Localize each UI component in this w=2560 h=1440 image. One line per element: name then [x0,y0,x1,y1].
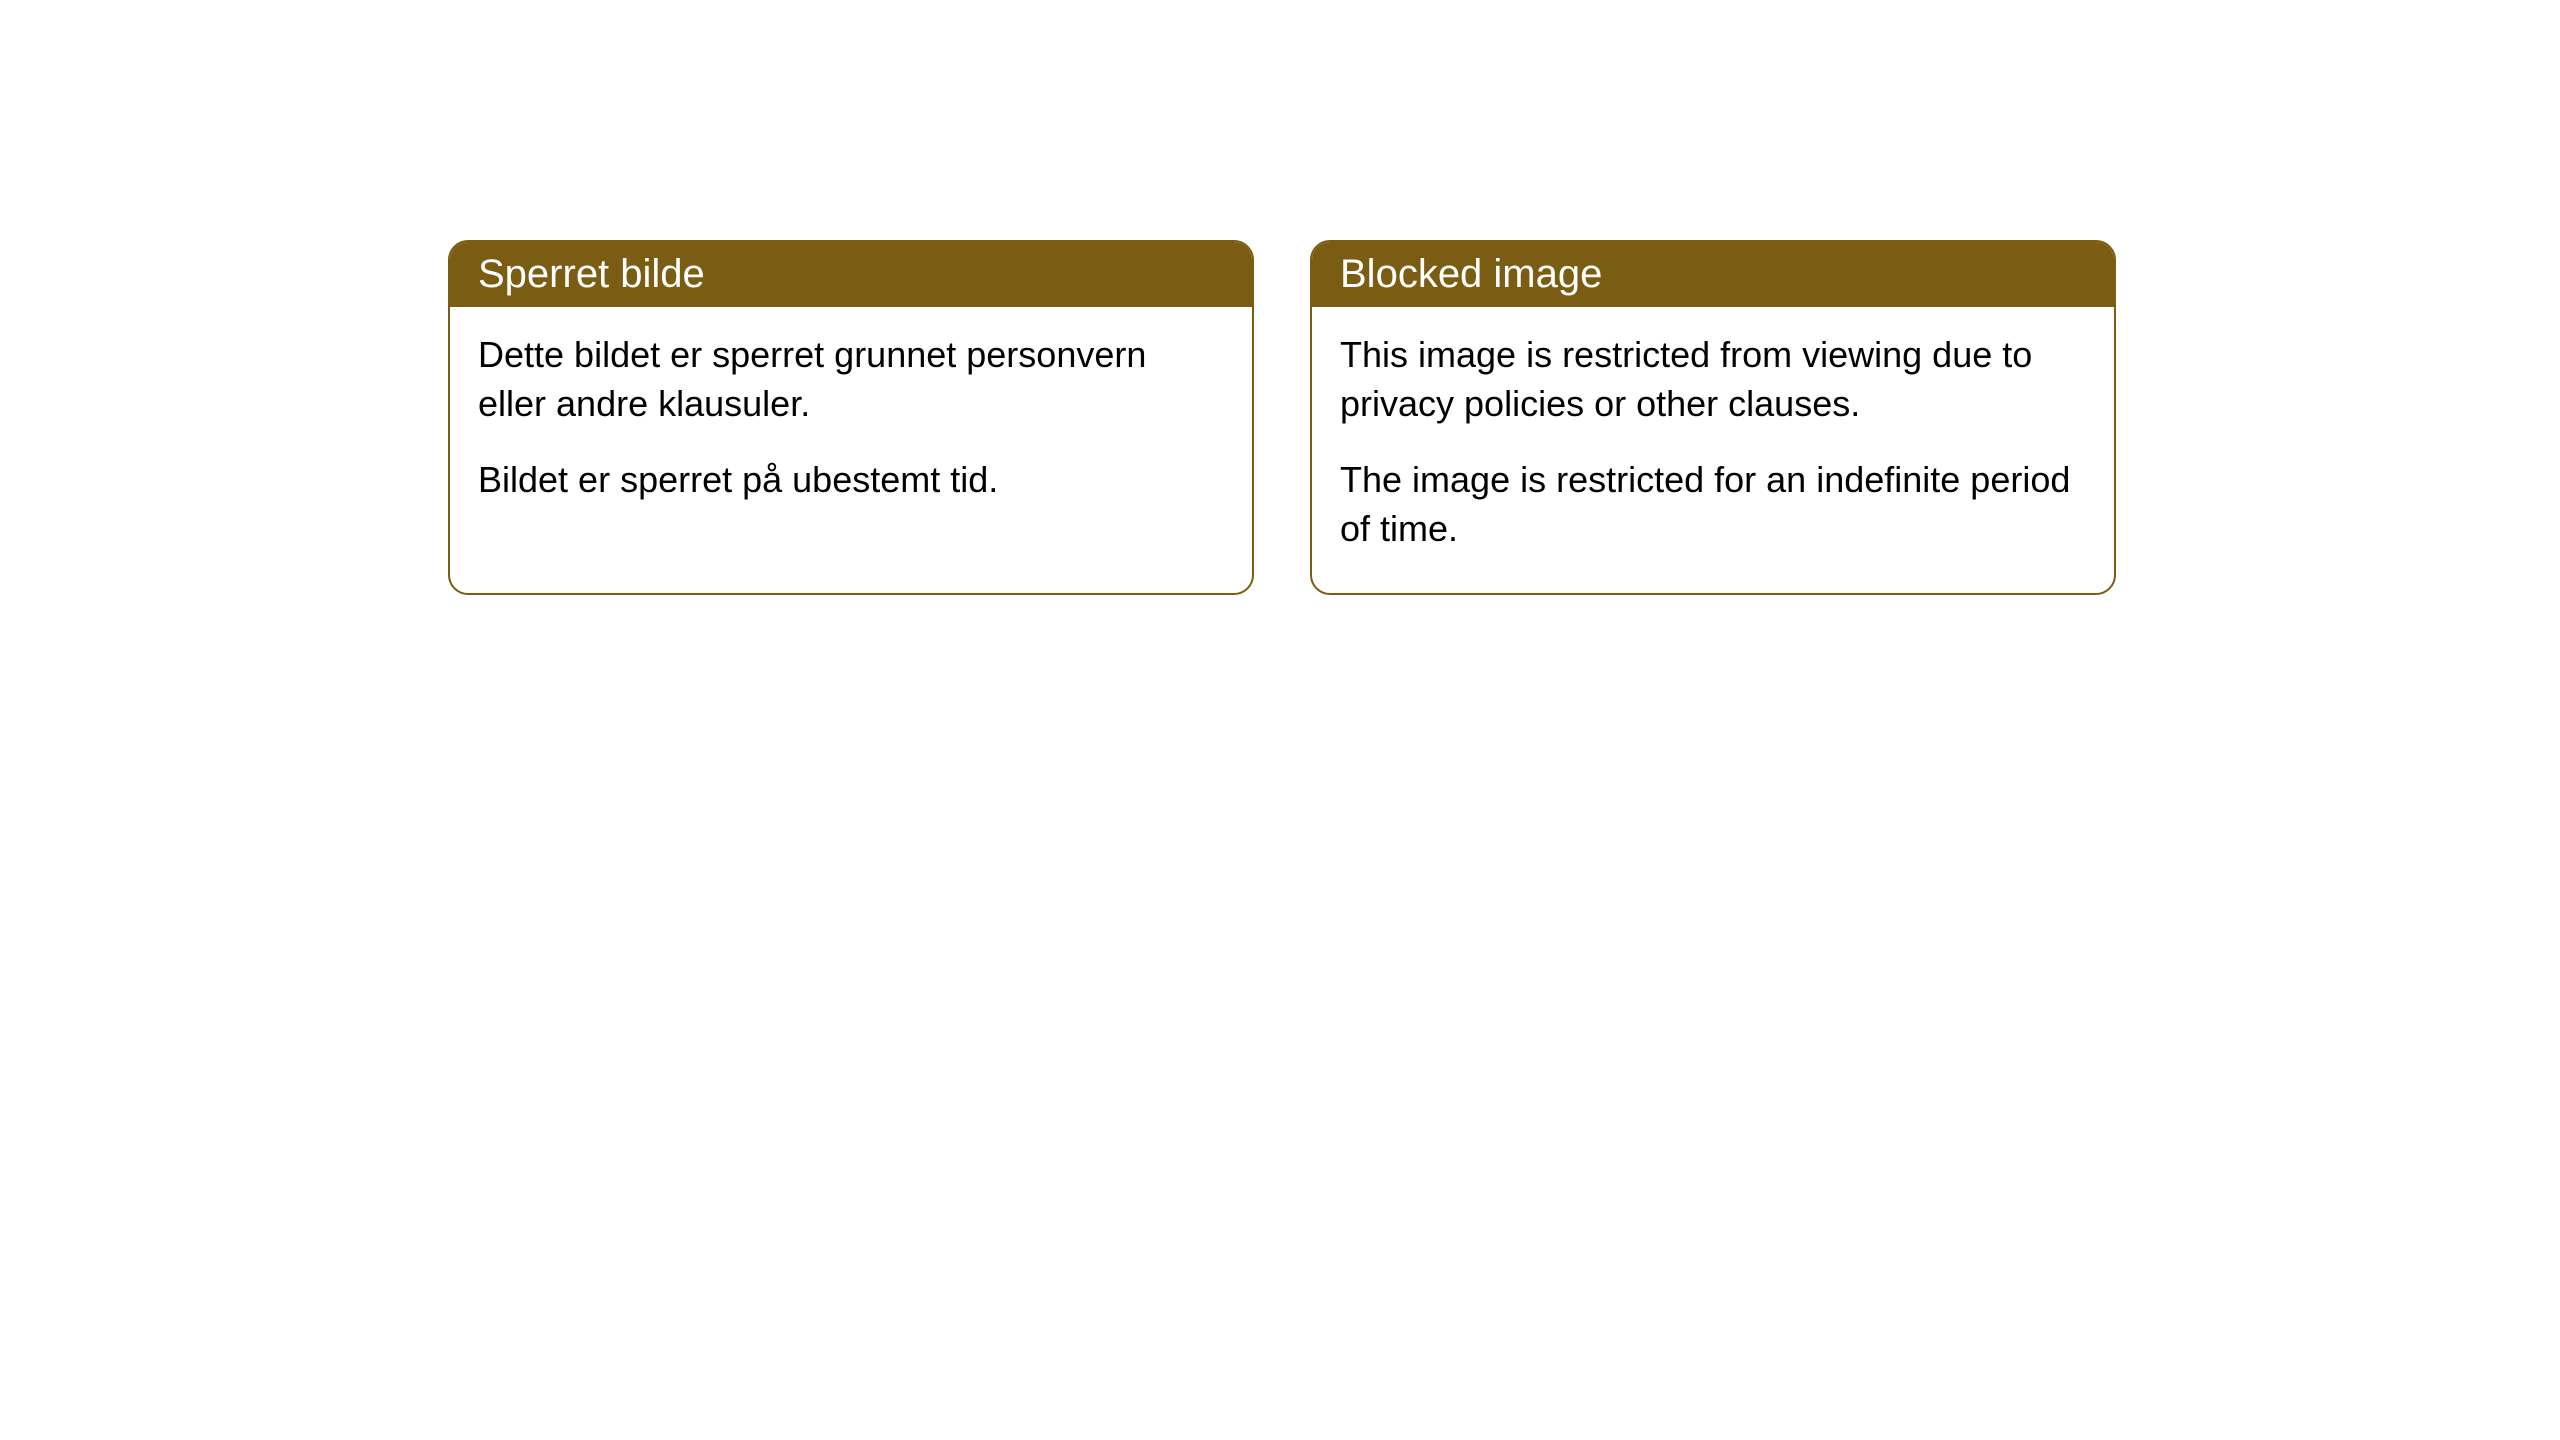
card-header: Blocked image [1312,242,2114,307]
card-paragraph: The image is restricted for an indefinit… [1340,456,2086,553]
card-header: Sperret bilde [450,242,1252,307]
card-body: This image is restricted from viewing du… [1312,307,2114,593]
card-paragraph: This image is restricted from viewing du… [1340,331,2086,428]
card-body: Dette bildet er sperret grunnet personve… [450,307,1252,545]
card-title: Blocked image [1340,252,1602,296]
blocked-image-card-english: Blocked image This image is restricted f… [1310,240,2116,595]
card-title: Sperret bilde [478,252,705,296]
notice-cards-container: Sperret bilde Dette bildet er sperret gr… [448,240,2116,595]
blocked-image-card-norwegian: Sperret bilde Dette bildet er sperret gr… [448,240,1254,595]
card-paragraph: Dette bildet er sperret grunnet personve… [478,331,1224,428]
card-paragraph: Bildet er sperret på ubestemt tid. [478,456,1224,505]
